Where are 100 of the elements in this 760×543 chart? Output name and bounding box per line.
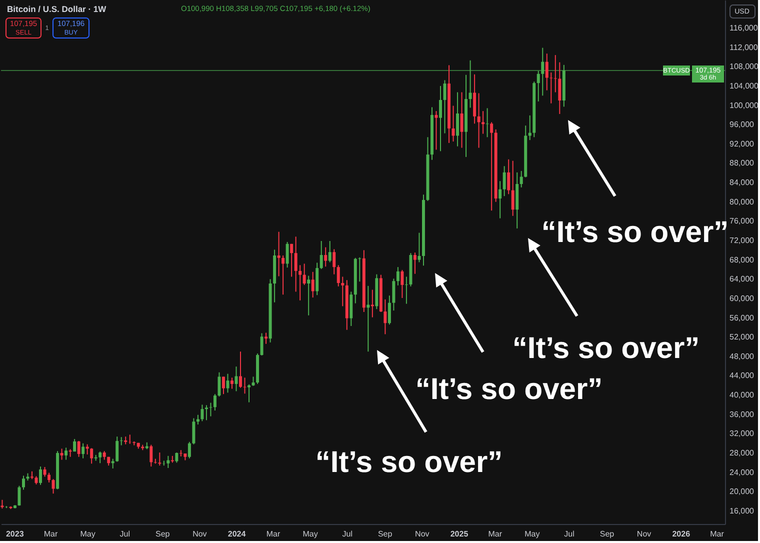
candlestick: [218, 372, 221, 397]
candlestick: [316, 262, 319, 296]
candlestick: [502, 166, 506, 197]
candlestick: [18, 485, 21, 506]
candlestick: [336, 264, 340, 287]
candlestick: [413, 252, 416, 274]
candlestick: [204, 404, 208, 421]
candlestick: [434, 110, 438, 150]
candlestick: [320, 240, 323, 270]
candlestick: [452, 105, 455, 142]
y-tick-label: 96,000: [730, 120, 755, 130]
candlestick: [520, 170, 523, 188]
x-tick-label: Mar: [266, 530, 280, 538]
y-tick-label: 88,000: [730, 158, 755, 168]
candlestick: [175, 452, 178, 464]
candlestick: [302, 263, 306, 286]
y-tick-label: 104,000: [730, 81, 759, 90]
x-tick-label: Nov: [192, 530, 207, 538]
candlestick: [456, 92, 460, 147]
y-tick-label: 64,000: [730, 274, 755, 284]
candlestick: [554, 54, 557, 93]
candlestick: [477, 92, 480, 148]
x-tick-label: Nov: [415, 530, 430, 538]
candlestick: [252, 376, 255, 386]
candlestick: [200, 404, 204, 422]
candlestick: [77, 440, 80, 458]
y-tick-label: 20,000: [730, 487, 755, 496]
y-tick-label: 116,000: [730, 24, 758, 33]
candlestick: [213, 394, 216, 412]
candlestick: [52, 478, 55, 494]
candlestick: [324, 246, 328, 268]
candlestick: [294, 236, 298, 292]
candlestick: [439, 85, 442, 152]
candlestick: [39, 466, 42, 486]
candlestick: [120, 436, 123, 446]
y-tick-label: 32,000: [730, 429, 755, 438]
candlestick: [286, 241, 289, 268]
candlestick: [370, 289, 374, 318]
y-tick-label: 72,000: [730, 236, 755, 246]
y-tick-label: 16,000: [730, 506, 755, 516]
candlestick: [328, 240, 332, 263]
candlestick: [486, 108, 489, 138]
candlestick: [468, 60, 472, 108]
y-tick-label: 40,000: [730, 390, 755, 400]
annotation: “It’s so over”: [315, 446, 503, 479]
y-tick-label: 92,000: [730, 139, 755, 148]
candlestick: [388, 295, 391, 326]
candlestick: [150, 444, 153, 468]
candlestick: [22, 475, 25, 490]
candlestick: [111, 458, 114, 469]
candlestick: [230, 377, 234, 390]
candlestick: [188, 441, 191, 459]
candlestick: [243, 377, 246, 394]
x-tick-label: Jul: [564, 530, 575, 538]
candlestick: [473, 74, 476, 124]
candlestick: [239, 351, 242, 388]
candlestick: [226, 373, 230, 394]
candlestick: [98, 451, 102, 464]
candlestick: [192, 418, 196, 445]
candlestick: [400, 269, 404, 298]
x-tick-label: Sep: [155, 530, 170, 538]
candlestick: [298, 264, 302, 301]
candlestick: [541, 47, 544, 96]
candlestick: [68, 448, 72, 458]
x-tick-label: 2025: [450, 530, 469, 538]
x-tick-label: Jul: [120, 530, 130, 538]
candlestick: [90, 448, 94, 464]
chart-title: Bitcoin / U.S. Dollar · 1W: [7, 4, 108, 14]
x-tick-label: May: [302, 530, 318, 538]
candlestick: [418, 232, 421, 263]
y-tick-label: 108,000: [730, 62, 759, 72]
candlestick: [64, 447, 68, 460]
y-tick-label: 76,000: [730, 216, 755, 226]
candlestick: [443, 80, 446, 134]
candlestick: [209, 402, 212, 417]
y-tick-label: 84,000: [730, 178, 755, 188]
y-tick-label: 52,000: [730, 332, 755, 342]
x-tick-label: May: [524, 530, 540, 538]
candlestick: [511, 160, 514, 216]
candlestick: [460, 92, 464, 148]
candlestick: [404, 276, 408, 304]
x-tick-label: 2024: [228, 530, 246, 538]
candlestick: [358, 256, 362, 282]
y-tick-label: 112,000: [730, 42, 758, 52]
candlestick: [73, 438, 76, 452]
candlestick: [86, 444, 89, 455]
candlestick: [260, 332, 264, 356]
x-tick-label: Sep: [600, 530, 615, 538]
candlestick: [396, 266, 400, 286]
candlestick: [311, 271, 314, 298]
annotation: “It’s so over”: [541, 216, 729, 249]
candlestick: [222, 376, 225, 395]
candlestick: [48, 472, 51, 483]
candlestick: [482, 110, 485, 134]
y-tick-label: 28,000: [730, 448, 755, 458]
candlestick: [392, 278, 396, 312]
candlestick: [366, 285, 370, 352]
x-tick-label: 2023: [6, 530, 24, 538]
candlestick: [158, 452, 162, 466]
y-tick-label: 100,000: [730, 100, 759, 110]
